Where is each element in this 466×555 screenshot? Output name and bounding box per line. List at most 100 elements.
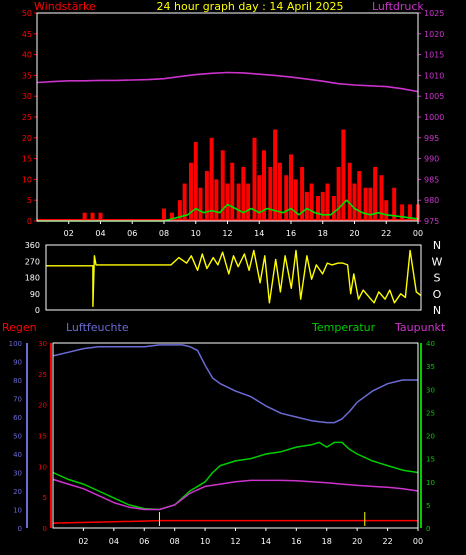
gust-bar: [347, 162, 352, 221]
gust-bar: [225, 183, 230, 221]
humidity-tick-label: 80: [13, 377, 22, 385]
wind-tick-label: 45: [22, 30, 32, 39]
x-tick-label: 06: [139, 537, 149, 546]
humidity-line: [52, 344, 418, 424]
gust-bar: [304, 191, 309, 221]
gust-bar: [309, 183, 314, 221]
panel1-frame: [36, 12, 419, 222]
gust-bar: [169, 212, 174, 221]
temperature-tick-label: 40: [426, 340, 435, 348]
rain-tick-label: 5: [43, 494, 47, 502]
wind-tick-label: 0: [27, 217, 32, 226]
humidity-label: Luftfeuchte: [66, 321, 129, 334]
x-tick-label: 12: [222, 229, 232, 238]
gust-bar: [220, 150, 225, 221]
pressure-tick-label: 1020: [424, 30, 444, 39]
wind-tick-label: 40: [22, 51, 32, 60]
humidity-temperature-panel: 0102030405060708090100051015202530051015…: [9, 340, 435, 546]
x-tick-label: 04: [109, 537, 119, 546]
wind-tick-label: 20: [22, 134, 32, 143]
pressure-tick-label: 1010: [424, 71, 444, 80]
gust-bar: [400, 204, 405, 221]
humidity-tick-label: 30: [13, 470, 22, 478]
gust-bar: [230, 162, 235, 221]
gust-bar: [198, 187, 203, 221]
x-tick-label: 20: [349, 229, 359, 238]
x-tick-label: 18: [322, 537, 332, 546]
gust-bar: [82, 212, 87, 221]
pressure-tick-label: 990: [424, 155, 439, 164]
x-tick-label: 18: [318, 229, 328, 238]
gust-bar: [214, 179, 219, 221]
x-tick-label: 12: [230, 537, 240, 546]
dewpoint-line: [52, 478, 419, 511]
x-tick-label: 16: [286, 229, 296, 238]
gust-bar: [236, 183, 241, 221]
temperature-tick-label: 5: [426, 502, 430, 510]
rain-line: [52, 519, 418, 524]
x-tick-label: 14: [261, 537, 271, 546]
humidity-tick-label: 10: [13, 507, 22, 515]
rain-tick-label: 30: [38, 340, 47, 348]
temperature-tick-label: 20: [426, 433, 435, 441]
wind-tick-label: 50: [22, 9, 32, 18]
gust-bar: [268, 166, 273, 221]
wind-tick-label: 30: [22, 92, 32, 101]
gust-bar: [357, 171, 362, 221]
temperature-tick-label: 35: [426, 363, 435, 371]
direction-tick-label: 0: [35, 306, 40, 315]
x-tick-label: 08: [170, 537, 180, 546]
pressure-tick-label: 995: [424, 134, 439, 143]
wind-direction-line: [46, 249, 422, 308]
panel2-frame: [45, 244, 422, 311]
x-tick-label: 02: [64, 229, 74, 238]
gust-bar: [325, 183, 330, 221]
gust-bar: [392, 187, 397, 221]
humidity-tick-label: 0: [18, 525, 22, 533]
humidity-tick-label: 100: [9, 340, 22, 348]
temperature-tick-label: 10: [426, 479, 435, 487]
wind-tick-label: 25: [22, 113, 32, 122]
gust-bar: [379, 175, 384, 221]
pressure-tick-label: 1015: [424, 51, 444, 60]
humidity-tick-label: 90: [13, 359, 22, 367]
x-tick-label: 20: [352, 537, 362, 546]
wind-tick-label: 5: [27, 196, 32, 205]
gust-bar: [209, 137, 214, 221]
compass-label: N: [433, 304, 441, 317]
gust-bar: [293, 179, 298, 221]
gust-bar: [315, 196, 320, 221]
gust-bar: [384, 200, 389, 221]
compass-label: W: [432, 255, 443, 268]
gust-bar: [246, 183, 251, 221]
gust-bar: [341, 129, 346, 221]
temperature-label: Temperatur: [311, 321, 376, 334]
gust-bar: [241, 166, 246, 221]
x-tick-label: 00: [413, 537, 423, 546]
temperature-tick-label: 15: [426, 456, 435, 464]
x-tick-label: 08: [159, 229, 169, 238]
wind-average-line: [37, 199, 419, 222]
x-tick-label: 10: [200, 537, 210, 546]
rain-tick-label: 25: [38, 371, 47, 379]
gust-bar: [408, 204, 413, 221]
gust-bar: [98, 212, 103, 221]
pressure-tick-label: 1025: [424, 9, 444, 18]
gust-bar: [262, 150, 267, 221]
gust-bar: [257, 175, 262, 221]
x-tick-label: 04: [95, 229, 105, 238]
x-tick-label: 22: [382, 537, 392, 546]
gust-bar: [204, 171, 209, 221]
humidity-tick-label: 60: [13, 414, 22, 422]
compass-label: N: [433, 239, 441, 252]
temperature-tick-label: 0: [426, 525, 430, 533]
pressure-tick-label: 985: [424, 175, 439, 184]
humidity-tick-label: 40: [13, 451, 22, 459]
rain-tick-label: 20: [38, 402, 47, 410]
pressure-tick-label: 1005: [424, 92, 444, 101]
panel3-frame: [52, 342, 419, 529]
gust-bar: [182, 183, 187, 221]
compass-label: O: [433, 288, 442, 301]
